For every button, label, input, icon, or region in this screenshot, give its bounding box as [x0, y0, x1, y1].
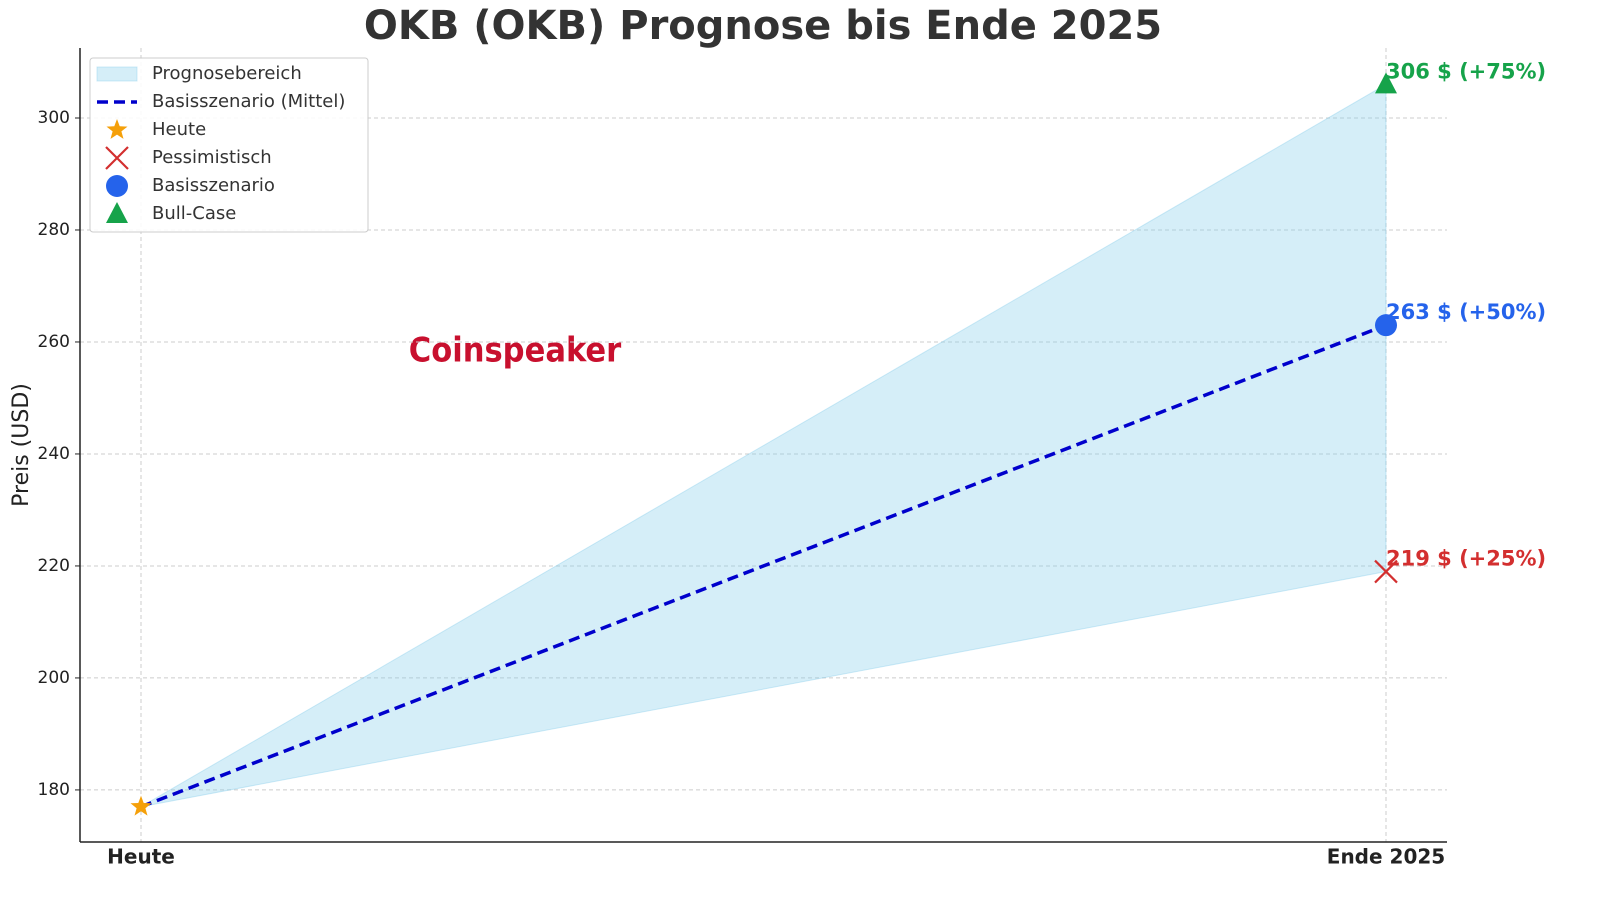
marker-cross	[1374, 559, 1398, 584]
marker-star	[130, 795, 152, 816]
x-tick-label: Heute	[107, 845, 175, 869]
x-tick-label: Ende 2025	[1327, 845, 1445, 869]
base-line	[140, 323, 1387, 809]
y-axis-label: Preis (USD)	[9, 383, 34, 507]
value-label: 306 $ (+75%)	[1386, 59, 1546, 83]
value-label: 219 $ (+25%)	[1386, 547, 1546, 571]
legend-label: Heute	[152, 119, 206, 140]
y-tick-label: 300	[38, 108, 70, 128]
legend-swatch	[96, 66, 138, 82]
legend-box	[89, 57, 369, 233]
y-tick-label: 240	[38, 444, 70, 464]
y-tick-label: 180	[38, 780, 70, 800]
legend: Prognosebereich Basisszenario (Mittel) Heu…	[89, 57, 369, 233]
marker-circle	[1375, 314, 1397, 337]
watermark: Coinspeaker	[409, 331, 622, 371]
legend-swatch	[106, 119, 128, 139]
legend-label: Basisszenario	[152, 175, 275, 196]
y-tick-label: 260	[38, 332, 70, 352]
legend-label: Pessimistisch	[152, 147, 272, 168]
legend-swatch	[105, 146, 129, 170]
chart-title: OKB (OKB) Prognose bis Ende 2025	[364, 3, 1162, 49]
legend-label: Prognosebereich	[152, 63, 302, 84]
y-tick-label: 200	[38, 668, 70, 688]
y-tick-label: 220	[38, 556, 70, 576]
legend-swatch	[106, 202, 128, 223]
legend-swatch	[106, 175, 128, 197]
legend-label: Bull-Case	[152, 203, 236, 224]
marker-triangle	[1375, 72, 1397, 94]
legend-label: Basisszenario (Mittel)	[152, 91, 345, 112]
value-label: 263 $ (+50%)	[1386, 300, 1546, 324]
y-tick-label: 280	[38, 220, 70, 240]
